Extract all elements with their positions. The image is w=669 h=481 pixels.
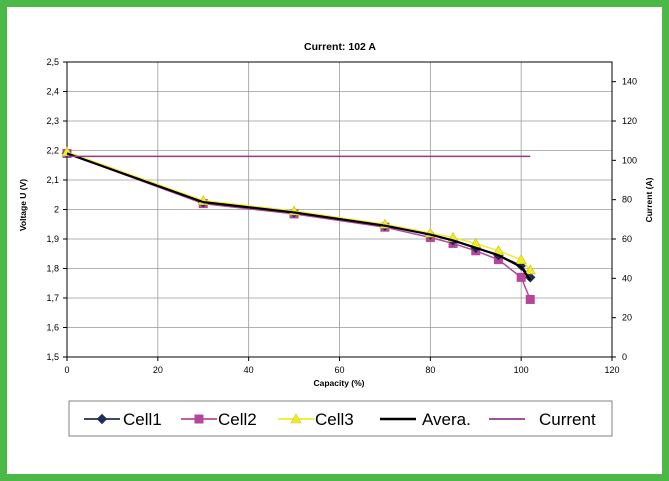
x-tick-label: 80 [425,365,435,375]
y-tick-label: 2 [54,205,59,215]
legend-item: Current [489,410,596,429]
y-tick-label: 2,3 [46,116,59,126]
y2-axis-label: Current (A) [644,177,654,222]
series-line [66,152,531,300]
ticks: 1,5 1,6 1,7 1,8 1,9 2 2,1 2,2 2,3 2,4 2,5 0 20 40 60 80… [46,57,637,375]
y-axis-label: Voltage U (V) [18,179,28,231]
legend-marker [96,413,108,425]
y-tick-label: 1,8 [46,264,59,274]
series-line [66,152,531,278]
series-avera [66,152,532,281]
x-tick-label: 0 [64,365,69,375]
x-tick-label: 100 [514,365,529,375]
legend-marker [194,414,204,424]
legend-label: Cell2 [218,410,257,429]
x-tick-label: 120 [604,365,619,375]
series-cell2 [62,148,535,304]
x-tick-label: 60 [334,365,344,375]
series-cell3 [61,146,536,275]
chart-title: Current: 102 A [304,41,376,53]
legend-label: Cell1 [123,410,162,429]
y2-tick-label: 60 [622,234,632,244]
series-cell1 [61,148,536,283]
legend-item: Avera. [380,410,471,429]
y2-tick-label: 20 [622,313,632,323]
y-tick-label: 1,7 [46,293,59,303]
y2-tick-label: 140 [622,77,637,87]
legend-marker [290,413,302,424]
y-tick-label: 2,4 [46,87,59,97]
y2-tick-label: 40 [622,273,632,283]
legend-item: Cell3 [278,410,354,429]
series-layer [61,146,536,304]
y-tick-label: 2,1 [46,175,59,185]
y-tick-label: 2,5 [46,57,59,67]
series-line [66,151,531,271]
legend-label: Avera. [422,410,471,429]
y2-tick-label: 100 [622,155,637,165]
x-tick-label: 20 [153,365,163,375]
series-line [66,152,532,281]
y-tick-label: 1,6 [46,323,59,333]
legend-item: Cell2 [181,410,257,429]
data-point [525,294,535,304]
y-tick-label: 1,5 [46,352,59,362]
y2-tick-label: 80 [622,195,632,205]
data-point [524,264,536,275]
legend-item: Cell1 [84,410,162,429]
y-tick-label: 1,9 [46,234,59,244]
y2-tick-label: 120 [622,116,637,126]
grid [66,61,613,358]
legend-label: Current [539,410,596,429]
legend: Cell1 Cell2 Cell3 Avera. Current [68,400,613,437]
data-point [515,254,527,264]
y-tick-label: 2,2 [46,146,59,156]
legend-label: Cell3 [315,410,354,429]
data-point [516,272,526,282]
x-tick-label: 40 [244,365,254,375]
y2-tick-label: 0 [622,352,627,362]
x-axis-label: Capacity (%) [313,378,364,388]
